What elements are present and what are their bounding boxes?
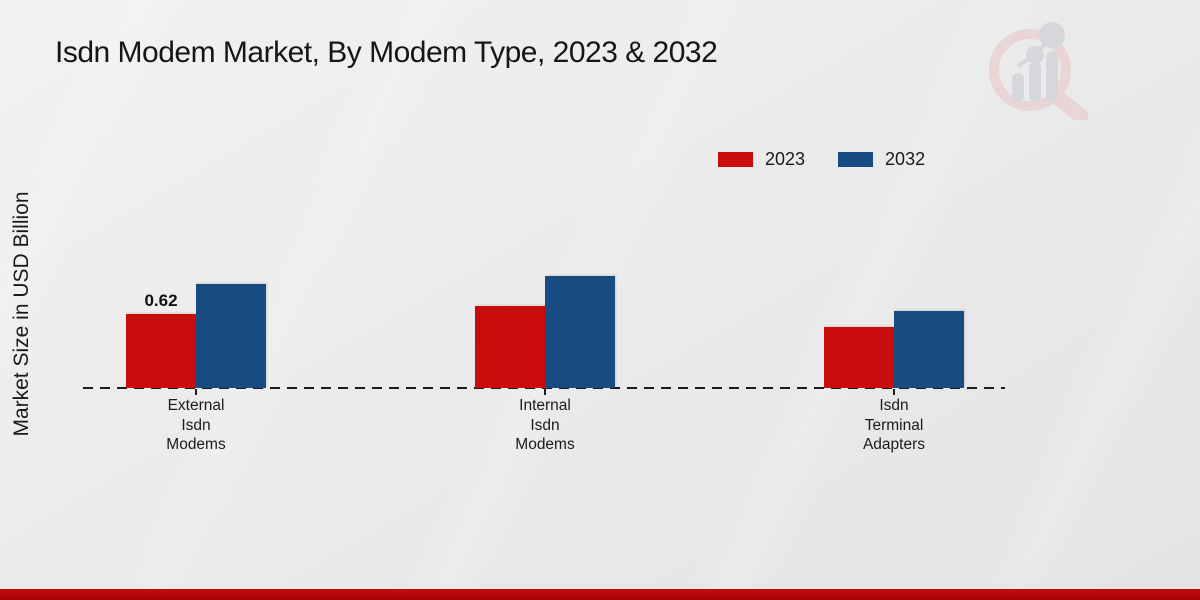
x-axis-baseline [83,387,1005,389]
chart-title: Isdn Modem Market, By Modem Type, 2023 &… [55,36,718,69]
bar-2023-isdn-terminal-adapters [824,327,894,388]
legend-label-2023: 2023 [765,149,806,169]
axis-tick [195,389,197,395]
bar-2023-internal-isdn-modems [475,306,545,388]
bar-2032-isdn-terminal-adapters [894,311,964,388]
bar-2032-internal-isdn-modems [545,276,615,388]
bottom-red-strip [0,589,1200,600]
legend-label-2032: 2032 [885,149,926,169]
bar-2023-external-isdn-modems [126,314,196,388]
legend-item-2023: 2023 [718,149,805,170]
bar-2032-external-isdn-modems [196,284,266,388]
category-label-external-isdn-modems: External Isdn Modems [166,397,226,453]
axis-tick [544,389,546,395]
axis-tick [893,389,895,395]
legend-swatch-2023 [718,152,753,167]
legend-item-2032: 2032 [838,149,925,170]
category-label-internal-isdn-modems: Internal Isdn Modems [515,397,575,453]
legend-swatch-2032 [838,152,874,167]
legend: 2023 2032 [718,149,925,170]
magnifier-bar-chart-logo-icon [989,22,1089,120]
category-label-isdn-terminal-adapters: Isdn Terminal Adapters [862,397,926,453]
bar-value-label: 0.62 [144,291,178,310]
